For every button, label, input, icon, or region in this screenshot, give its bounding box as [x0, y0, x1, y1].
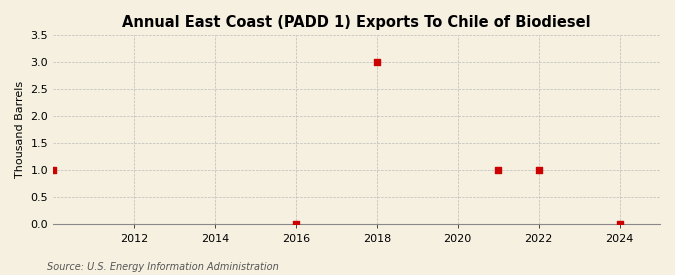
Point — [493, 168, 504, 173]
Point — [48, 168, 59, 173]
Point — [371, 60, 382, 65]
Y-axis label: Thousand Barrels: Thousand Barrels — [15, 81, 25, 178]
Point — [533, 168, 544, 173]
Title: Annual East Coast (PADD 1) Exports To Chile of Biodiesel: Annual East Coast (PADD 1) Exports To Ch… — [122, 15, 591, 30]
Point — [290, 222, 301, 227]
Text: Source: U.S. Energy Information Administration: Source: U.S. Energy Information Administ… — [47, 262, 279, 272]
Point — [614, 222, 625, 227]
